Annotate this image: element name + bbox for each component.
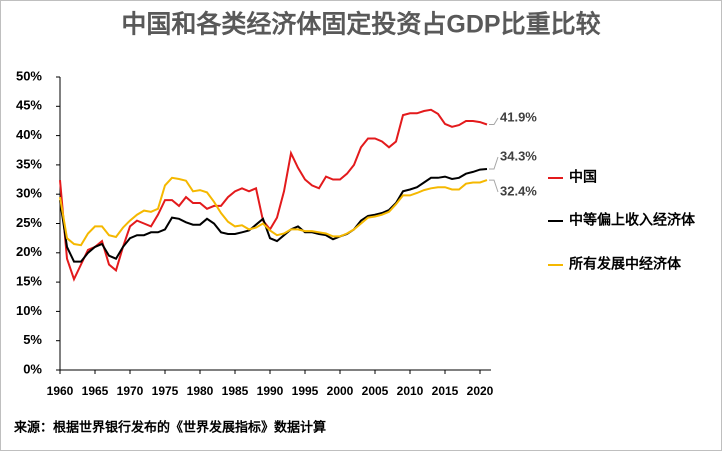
series-line [59,176,488,247]
x-tick-label: 1995 [292,384,319,398]
x-tick-label: 2010 [397,384,424,398]
series-line [59,108,488,282]
label-leader [489,117,499,125]
label-leader [489,156,499,170]
x-tick-label: 1980 [187,384,214,398]
y-tick-label: 40% [16,127,42,142]
y-tick-label: 45% [16,98,42,113]
x-tick-label: 1990 [257,384,284,398]
y-tick-label: 20% [16,244,42,259]
y-tick-label: 35% [16,156,42,171]
label-leader [489,179,499,193]
y-tick-label: 15% [16,274,42,289]
footnote: 来源：根据世界银行发布的《世界发展指标》数据计算 [13,419,326,434]
x-tick-label: 2005 [362,384,389,398]
legend-label: 所有发展中经济体 [569,256,682,272]
x-tick-label: 1985 [222,384,249,398]
end-label: 41.9% [500,109,537,124]
x-tick-label: 2015 [432,384,459,398]
end-label: 32.4% [500,183,537,198]
x-tick-label: 1965 [82,384,109,398]
legend-label: 中等偏上收入经济体 [569,212,696,228]
x-tick-label: 1970 [117,384,144,398]
y-tick-label: 0% [23,361,42,376]
y-tick-label: 10% [16,303,42,318]
y-tick-label: 50% [16,68,42,83]
series-line [59,168,488,263]
y-tick-label: 25% [16,215,42,230]
y-tick-label: 5% [23,332,42,347]
legend-label: 中国 [569,169,597,185]
y-tick-label: 30% [16,186,42,201]
chart-title: 中国和各类经济体固定投资占GDP比重比较 [121,10,600,39]
x-tick-label: 1960 [47,384,74,398]
x-tick-label: 1975 [152,384,179,398]
x-tick-label: 2000 [327,384,354,398]
end-label: 34.3% [500,148,537,163]
x-tick-label: 2020 [467,384,494,398]
